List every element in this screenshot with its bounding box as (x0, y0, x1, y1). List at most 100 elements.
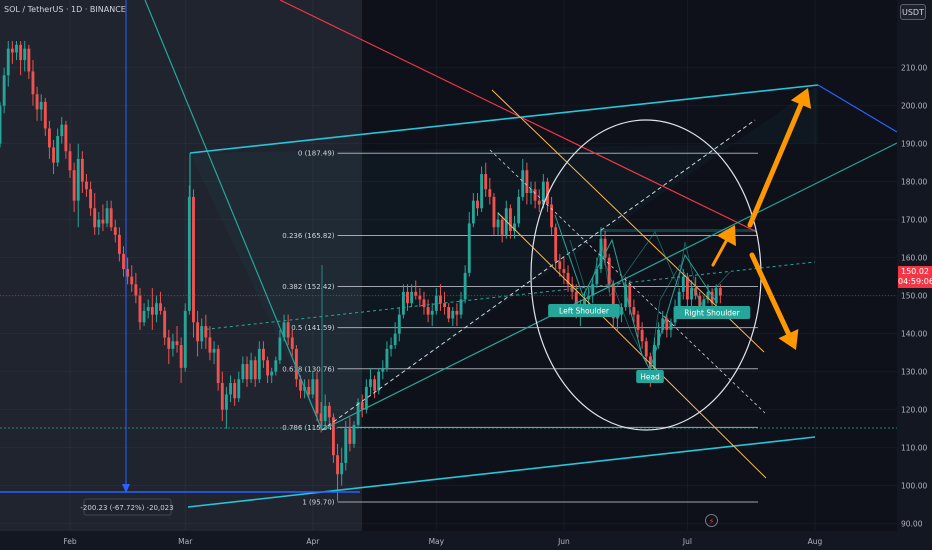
price-tick-label: 90.00 (901, 520, 923, 529)
candle-body (89, 189, 93, 209)
candle-body (35, 94, 39, 110)
candle-body (583, 299, 586, 308)
candle-body (138, 295, 142, 323)
candle-body (373, 379, 377, 391)
fib-level-label: 0.5 (141.59) (291, 324, 335, 332)
candle-body (163, 310, 167, 338)
currency-button[interactable]: USDT (900, 4, 926, 20)
candle-body (377, 371, 381, 391)
candle-body (521, 170, 525, 197)
candle-body (257, 348, 261, 380)
arrow-head-icon (716, 225, 736, 247)
small-arrow[interactable] (711, 225, 736, 267)
fib-level-label: 0.236 (165.82) (282, 232, 334, 240)
fib-level-label: 0.382 (152.42) (282, 283, 334, 291)
candle-body (513, 223, 516, 232)
candle-body (327, 405, 331, 418)
candle-body (352, 424, 356, 444)
candle-body (15, 44, 18, 53)
candle-body (393, 333, 397, 346)
measure-arrow-icon (122, 484, 130, 493)
candle-body (595, 269, 599, 285)
candle-body (200, 326, 204, 342)
candle-body (315, 379, 319, 414)
candle-body (685, 276, 689, 300)
candle-body (0, 105, 2, 144)
candle-body (463, 272, 467, 300)
candle-body (554, 227, 558, 262)
pattern-zone (600, 229, 755, 232)
trend-line[interactable] (144, 0, 323, 431)
candle-body (109, 208, 113, 228)
candle-body (208, 337, 212, 353)
candle-body (80, 158, 84, 182)
candle-body (476, 200, 479, 209)
candle-body (574, 291, 578, 311)
candle-body (570, 284, 574, 292)
candle-body (97, 219, 101, 228)
candle-body (533, 189, 537, 201)
arrow-shaft (747, 102, 804, 228)
price-tick-label: 170.00 (901, 216, 927, 225)
pattern-label-text: Head (640, 373, 660, 382)
candle-body (224, 394, 228, 410)
candle-body (68, 151, 72, 171)
candle-body (47, 128, 51, 148)
time-tick-label: Apr (306, 537, 320, 546)
bearish-arrow[interactable] (749, 252, 799, 350)
time-tick-label: Jul (682, 537, 692, 546)
candle-body (336, 455, 339, 475)
price-tick-label: 210.00 (901, 64, 927, 73)
candle-body (467, 223, 471, 273)
candle-body (434, 295, 438, 311)
candle-body (307, 386, 311, 395)
channel-bottom-line[interactable] (187, 436, 816, 508)
arrow-shaft (749, 252, 791, 337)
candle-body (418, 295, 422, 300)
projection-line[interactable] (817, 84, 898, 133)
fib-diagonal[interactable] (321, 119, 756, 431)
down-channel-lower[interactable] (497, 212, 767, 479)
trend-drawings[interactable]: Left Shoulder Head Right Shoulder -200.23 (… (0, 0, 898, 516)
candle-body (480, 174, 484, 209)
candle-body (644, 341, 648, 357)
price-tick-label: 180.00 (901, 178, 927, 187)
time-tick-label: Feb (63, 537, 77, 546)
pattern-label-badge (673, 306, 751, 319)
candle-body (229, 383, 232, 395)
candle-body (290, 337, 294, 349)
price-tick-label: 120.00 (901, 406, 927, 415)
channel-fill (190, 85, 818, 430)
measurement-label: -200.23 (-67.72%) -20,023 (80, 504, 173, 512)
candle-body (443, 303, 446, 308)
candle-body (212, 348, 216, 353)
candle-body (27, 48, 31, 72)
candle-body (64, 124, 68, 152)
last-price-value: 150.02 (901, 267, 929, 276)
candle-body (422, 299, 426, 308)
candle-body (661, 318, 665, 330)
price-tick-label: 110.00 (901, 444, 927, 453)
candle-body (356, 402, 360, 425)
background-shading (0, 0, 818, 550)
candle-body (669, 322, 673, 330)
lightning-icon[interactable]: ⚡ (705, 514, 718, 527)
channel-mid-line[interactable] (321, 142, 898, 431)
time-axis[interactable] (0, 531, 932, 550)
candle-body (447, 307, 451, 319)
candle-body (192, 196, 195, 323)
candle-body (122, 253, 125, 270)
candle-body (43, 101, 47, 129)
candle-body (282, 322, 286, 338)
bullish-arrow[interactable] (747, 88, 812, 228)
candle-body (690, 288, 693, 300)
candle-body (492, 196, 496, 228)
candle-body (681, 276, 685, 292)
candle-body (488, 189, 492, 197)
candle-body (546, 181, 549, 205)
pattern-outline[interactable] (569, 239, 706, 372)
channel-top-line[interactable] (189, 84, 819, 154)
neckline-dotted[interactable] (199, 261, 816, 331)
candle-body (72, 170, 76, 201)
